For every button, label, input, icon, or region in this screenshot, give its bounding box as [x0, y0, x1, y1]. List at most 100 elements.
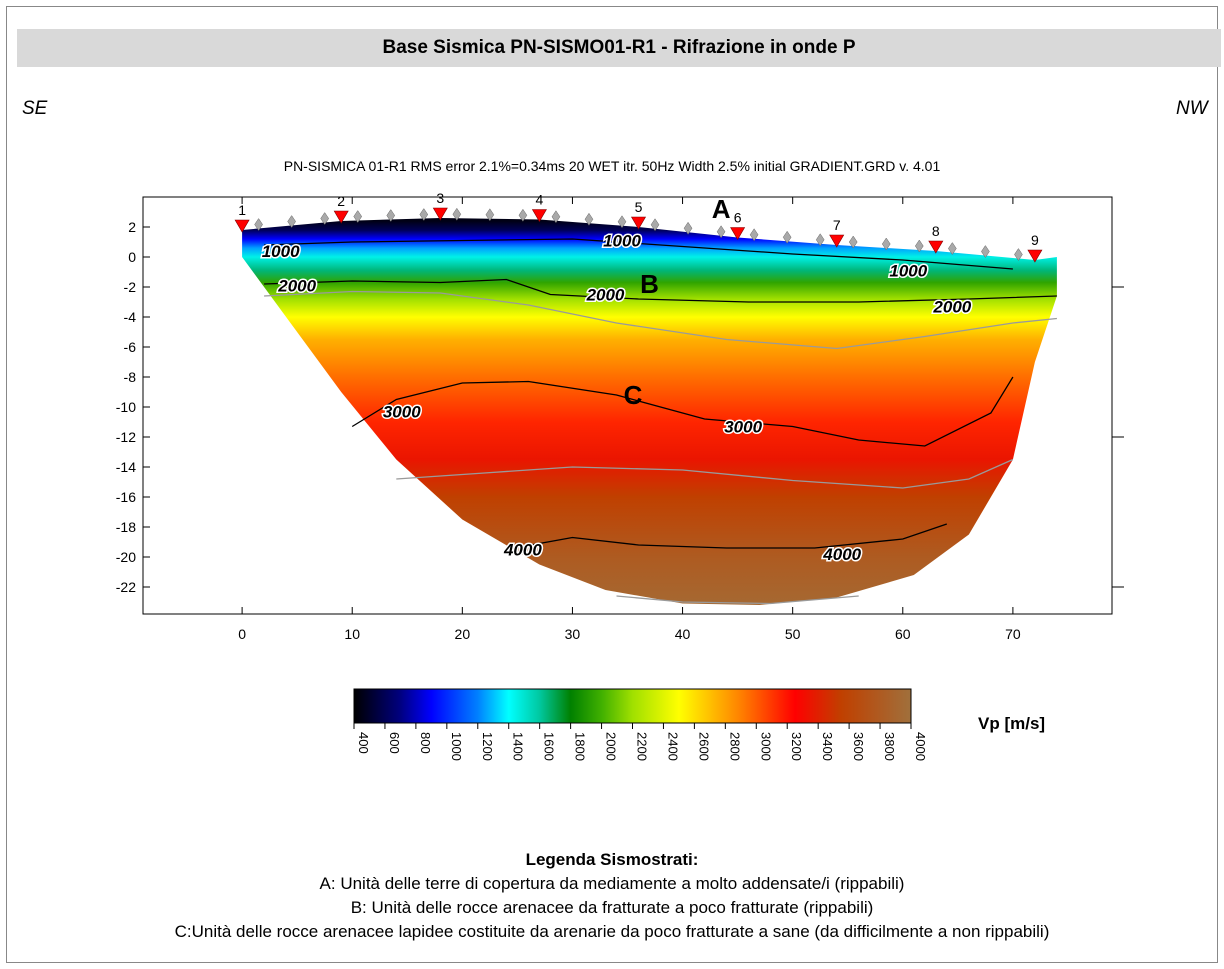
shot-point-marker [518, 208, 528, 222]
colorbar-tick-label: 4000 [913, 732, 928, 761]
y-tick-label: -4 [124, 309, 137, 325]
unit-label-c: C [624, 380, 643, 410]
colorbar-tick-label: 1800 [573, 732, 588, 761]
colorbar-tick-label: 3800 [882, 732, 897, 761]
contour-label: 4000 [822, 545, 861, 564]
geophone-marker [730, 227, 746, 241]
y-tick-label: -14 [116, 459, 136, 475]
y-tick-label: -10 [116, 399, 136, 415]
unit-label-b: B [640, 269, 659, 299]
colorbar-tick-label: 1600 [542, 732, 557, 761]
colorbar-label: Vp [m/s] [978, 714, 1045, 733]
shot-point-marker [650, 218, 660, 232]
y-tick-label: -8 [124, 369, 137, 385]
shot-point-marker [749, 228, 759, 242]
y-tick-label: 2 [128, 219, 136, 235]
unit-labels: A B C [624, 194, 731, 410]
contour-label: 2000 [932, 298, 971, 317]
x-tick-label: 60 [895, 626, 911, 642]
contour-label: 2000 [277, 277, 316, 296]
shot-point-marker [419, 208, 429, 221]
y-tick-label: -22 [116, 579, 136, 595]
shot-point-marker [881, 237, 891, 251]
intermediate-contour [396, 458, 1014, 489]
geophone-label: 9 [1031, 232, 1039, 248]
shot-point-marker [551, 210, 561, 224]
colorbar-tick-label: 2400 [665, 732, 680, 761]
geophone-label: 2 [337, 193, 345, 209]
geophone-marker [829, 234, 845, 248]
legend-item-c: C:Unità delle rocce arenacee lapidee cos… [174, 922, 1050, 941]
velocity-section-body [242, 218, 1057, 605]
geophone-label: 3 [436, 190, 444, 206]
colorbar-tick-label: 2000 [604, 732, 619, 761]
legend-block: Legenda Sismostrati: A: Unità delle terr… [0, 848, 1224, 944]
y-tick-label: -20 [116, 549, 136, 565]
page-frame [6, 6, 1218, 963]
colorbar-tick-label: 1400 [511, 732, 526, 761]
contour-label: 1000 [262, 242, 300, 261]
geophone-marker [234, 219, 250, 233]
x-tick-label: 20 [455, 626, 471, 642]
contour-label: 3000 [383, 403, 421, 422]
shot-point-marker [848, 235, 858, 249]
shot-point-marker [815, 233, 825, 247]
geophone-label: 5 [635, 199, 643, 215]
contour-label: 2000 [586, 286, 625, 305]
geophone-label: 1 [238, 202, 246, 218]
contour-label: 1000 [603, 232, 641, 251]
shot-point-marker [254, 218, 263, 231]
shot-point-marker [617, 215, 627, 229]
geophone-marker [333, 210, 349, 224]
legend-item-b: B: Unità delle rocce arenacee da frattur… [350, 898, 874, 917]
contour-2000 [264, 278, 1057, 303]
colorbar-tick-label: 3600 [851, 732, 866, 761]
geophone-label: 7 [833, 217, 841, 233]
geophone-markers: 1 2 3 4 5 6 7 8 9 [234, 190, 1043, 263]
shot-point-marker [716, 225, 726, 239]
shot-point-marker [915, 239, 924, 253]
geophone-marker [928, 240, 944, 254]
unit-label-a: A [712, 194, 731, 224]
shot-point-marker [452, 207, 462, 221]
velocity-section [242, 218, 1057, 605]
colorbar-tick-label: 2200 [635, 732, 650, 761]
velocity-colorbar: 400 600 800 1000 1200 1400 1600 1800 2000 2200 240… [353, 688, 1045, 761]
contour-1000 [264, 238, 1013, 270]
shot-point-marker [948, 242, 957, 255]
x-tick-label: 10 [344, 626, 360, 642]
geophone-label: 4 [536, 192, 544, 208]
contour-3000 [351, 376, 1014, 447]
chart-title: Base Sismica PN-SISMO01-R1 - Rifrazione … [17, 29, 1221, 67]
intermediate-contour [264, 290, 1057, 350]
shot-point-marker [485, 208, 495, 222]
x-tick-label: 70 [1005, 626, 1021, 642]
y-tick-label: -2 [124, 279, 137, 295]
geophone-label: 8 [932, 223, 940, 239]
velocity-contours: 1000 1000 1000 2000 2000 2000 3000 3000 4000 4000 [260, 230, 1057, 605]
legend-title: Legenda Sismostrati: [525, 850, 699, 869]
chart-subtitle: PN-SISMICA 01-R1 RMS error 2.1%=0.34ms 2… [283, 158, 941, 174]
colorbar-tick-label: 2600 [696, 732, 711, 761]
x-tick-label: 40 [675, 626, 691, 642]
colorbar-tick-label: 600 [387, 732, 402, 754]
contour-label: 1000 [889, 262, 927, 281]
y-tick-label: 0 [128, 249, 136, 265]
shot-point-marker [287, 215, 296, 228]
contour-label: 3000 [724, 418, 762, 437]
intermediate-contour [616, 595, 859, 605]
geophone-marker [630, 216, 647, 230]
shot-point-marker [981, 245, 990, 258]
contour-4000 [506, 523, 948, 551]
colorbar-tick-label: 3000 [758, 732, 773, 761]
y-tick-label: -6 [124, 339, 137, 355]
geophone-marker [1027, 249, 1043, 263]
x-tick-label: 0 [238, 626, 246, 642]
contour-label: 4000 [503, 541, 542, 560]
x-tick-label: 50 [785, 626, 801, 642]
direction-se-label: SE [22, 98, 48, 119]
colorbar-scale [353, 688, 912, 724]
colorbar-tick-label: 400 [356, 732, 371, 754]
legend-item-a: A: Unità delle terre di copertura da med… [319, 874, 905, 893]
